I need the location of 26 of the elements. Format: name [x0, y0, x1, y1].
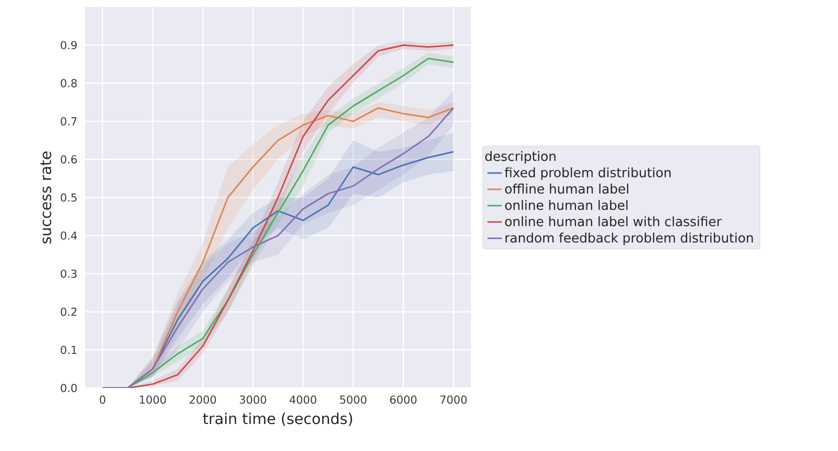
- y-axis-title: success rate: [40, 152, 52, 244]
- x-tick-label: 0: [100, 396, 106, 404]
- legend-label: fixed problem distribution: [504, 167, 671, 180]
- x-tick-label: 2000: [190, 396, 216, 404]
- x-axis-title: train time (seconds): [203, 412, 352, 426]
- x-tick-label: 4000: [290, 396, 316, 404]
- legend-title: description: [485, 151, 556, 164]
- y-tick-label: 0.1: [60, 346, 76, 354]
- x-tick-label: 7000: [440, 396, 467, 404]
- y-tick-label: 0.7: [60, 117, 77, 126]
- legend-label: offline human label: [505, 184, 628, 194]
- y-tick-label: 0.4: [60, 231, 77, 240]
- y-tick-label: 0.0: [60, 384, 77, 392]
- x-tick-label: 5000: [340, 396, 366, 404]
- legend-label: online human label with classifier: [505, 216, 722, 226]
- y-tick-label: 0.9: [60, 40, 77, 50]
- y-tick-label: 0.6: [60, 155, 77, 164]
- x-tick-label: 6000: [390, 396, 417, 404]
- y-tick-label: 0.5: [60, 193, 77, 202]
- x-tick-label: 1000: [140, 396, 166, 404]
- y-tick-label: 0.3: [60, 270, 77, 278]
- y-tick-label: 0.2: [60, 308, 76, 316]
- x-tick-label: 3000: [240, 396, 266, 404]
- y-tick-label: 0.8: [60, 79, 77, 88]
- legend-label: random feedback problem distribution: [506, 232, 753, 246]
- legend-label: online human label: [505, 200, 628, 210]
